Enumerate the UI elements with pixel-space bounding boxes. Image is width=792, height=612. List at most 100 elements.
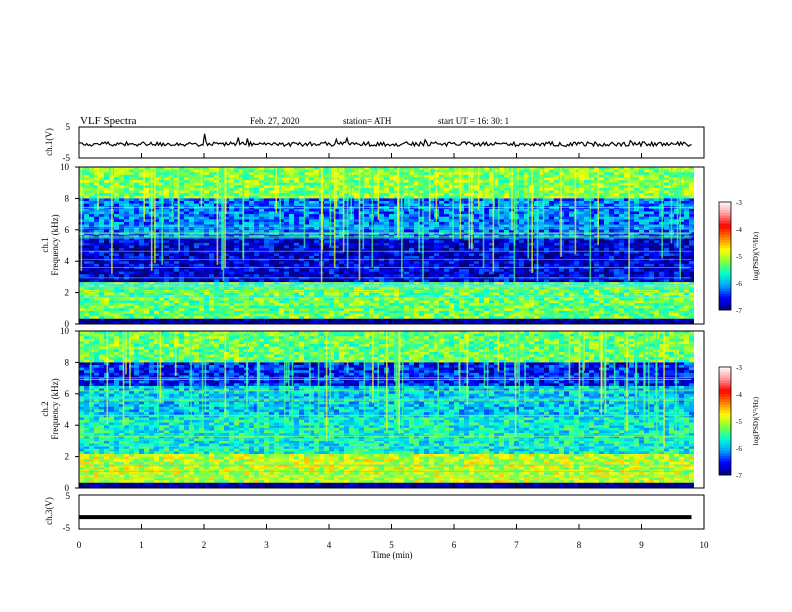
spectrogram-cell <box>224 214 230 218</box>
spectrogram-cell <box>324 219 330 223</box>
spectrogram-cell <box>139 193 145 197</box>
spectrogram-cell <box>294 269 300 272</box>
spectrogram-cell <box>644 208 650 212</box>
spectrogram-cell <box>184 172 190 176</box>
spectrogram-cell <box>394 198 400 202</box>
spectrogram-cell <box>189 242 195 246</box>
spectrogram-cell <box>594 195 600 199</box>
spectrogram-cell <box>169 245 175 249</box>
spectrogram-cell <box>339 182 345 186</box>
spectrogram-cell <box>689 195 695 199</box>
spectrogram-cell <box>364 219 370 223</box>
spectrogram-cell <box>334 261 340 265</box>
spectrogram-cell <box>424 227 430 231</box>
spectrogram-cell <box>144 193 150 197</box>
spectrogram-cell <box>344 269 350 272</box>
spectrogram-cell <box>599 190 605 194</box>
spectrogram-cell <box>569 180 575 183</box>
spectrogram-cell <box>454 214 460 218</box>
spectrogram-cell <box>279 240 285 244</box>
spectrogram-cell <box>114 237 120 241</box>
spectrogram-cell <box>684 211 690 215</box>
spectrogram-cell <box>239 221 245 225</box>
spectrogram-cell <box>229 195 235 199</box>
spectrogram-cell <box>239 208 245 212</box>
spectrogram-cell <box>129 237 135 241</box>
spectrogram-cell <box>484 214 490 218</box>
spectrogram-cell <box>239 216 245 220</box>
spectrogram-cell <box>134 180 140 183</box>
spectrogram-cell <box>344 255 350 259</box>
spectrogram-cell <box>314 203 320 207</box>
spectrogram-cell <box>584 242 590 246</box>
spectrogram-cell <box>569 187 575 191</box>
spectrogram-cell <box>294 172 300 176</box>
spectrogram-cell <box>524 185 530 189</box>
spectrogram-cell <box>329 263 335 267</box>
spectrogram-cell <box>324 263 330 267</box>
ch1-spectrogram-image <box>79 167 705 325</box>
spectrogram-cell <box>119 195 125 199</box>
spectrogram-cell <box>209 237 215 241</box>
spectrogram-cell <box>484 190 490 194</box>
spectrogram-cell <box>594 242 600 246</box>
spectrogram-cell <box>389 237 395 241</box>
spectrogram-cell <box>129 195 135 199</box>
spectrogram-cell <box>334 227 340 231</box>
spectrogram-cell <box>299 261 305 265</box>
spectrogram-cell <box>189 240 195 244</box>
spectrogram-cell <box>264 174 270 178</box>
spectrogram-cell <box>124 214 130 218</box>
spectrogram-cell <box>94 248 100 252</box>
spectrogram-cell <box>494 240 500 244</box>
spectrogram-cell <box>439 187 445 191</box>
spectrogram-cell <box>124 203 130 207</box>
spectrogram-cell <box>209 235 215 238</box>
spectrogram-cell <box>259 211 265 215</box>
spectrogram-cell <box>464 182 470 186</box>
spectrogram-cell <box>609 245 615 249</box>
spectrogram-cell <box>129 193 135 197</box>
spectrogram-cell <box>104 245 110 249</box>
spectrogram-cell <box>619 169 625 173</box>
spectrogram-cell <box>239 263 245 267</box>
spectrogram-cell <box>674 201 680 204</box>
spectrogram-cell <box>619 250 625 254</box>
spectrogram-cell <box>179 255 185 259</box>
spectrogram-cell <box>379 185 385 189</box>
spectrogram-cell <box>694 216 700 220</box>
spectrogram-cell <box>434 227 440 231</box>
spectrogram-cell <box>264 227 270 231</box>
spectrogram-cell <box>209 263 215 267</box>
spectrogram-cell <box>604 245 610 249</box>
spectrogram-cell <box>314 208 320 212</box>
spectrogram-cell <box>269 187 275 191</box>
spectrogram-cell <box>234 187 240 191</box>
spectrogram-cell <box>244 227 250 231</box>
spectrogram-cell <box>679 214 685 218</box>
spectrogram-cell <box>649 174 655 178</box>
spectrogram-cell <box>509 258 515 262</box>
spectrogram-cell <box>689 224 695 228</box>
spectrogram-cell <box>394 221 400 225</box>
spectrogram-cell <box>574 248 580 252</box>
spectrogram-cell <box>419 227 425 231</box>
spectrogram-cell <box>639 177 645 181</box>
spectrogram-cell <box>624 211 630 215</box>
spectrogram-cell <box>244 208 250 212</box>
spectrogram-cell <box>264 195 270 199</box>
spectrogram-cell <box>129 227 135 231</box>
spectrogram-cell <box>199 208 205 212</box>
spectrogram-cell <box>329 250 335 254</box>
spectrogram-cell <box>139 245 145 249</box>
spectrogram-cell <box>144 261 150 265</box>
spectrogram-cell <box>604 216 610 220</box>
spectrogram-cell <box>689 203 695 207</box>
spectrogram-cell <box>204 198 210 202</box>
spectrogram-cell <box>279 201 285 204</box>
spectrogram-cell <box>379 221 385 225</box>
spectrogram-cell <box>439 235 445 238</box>
spectrogram-cell <box>674 245 680 249</box>
spectrogram-cell <box>429 227 435 231</box>
spectrogram-cell <box>284 193 290 197</box>
